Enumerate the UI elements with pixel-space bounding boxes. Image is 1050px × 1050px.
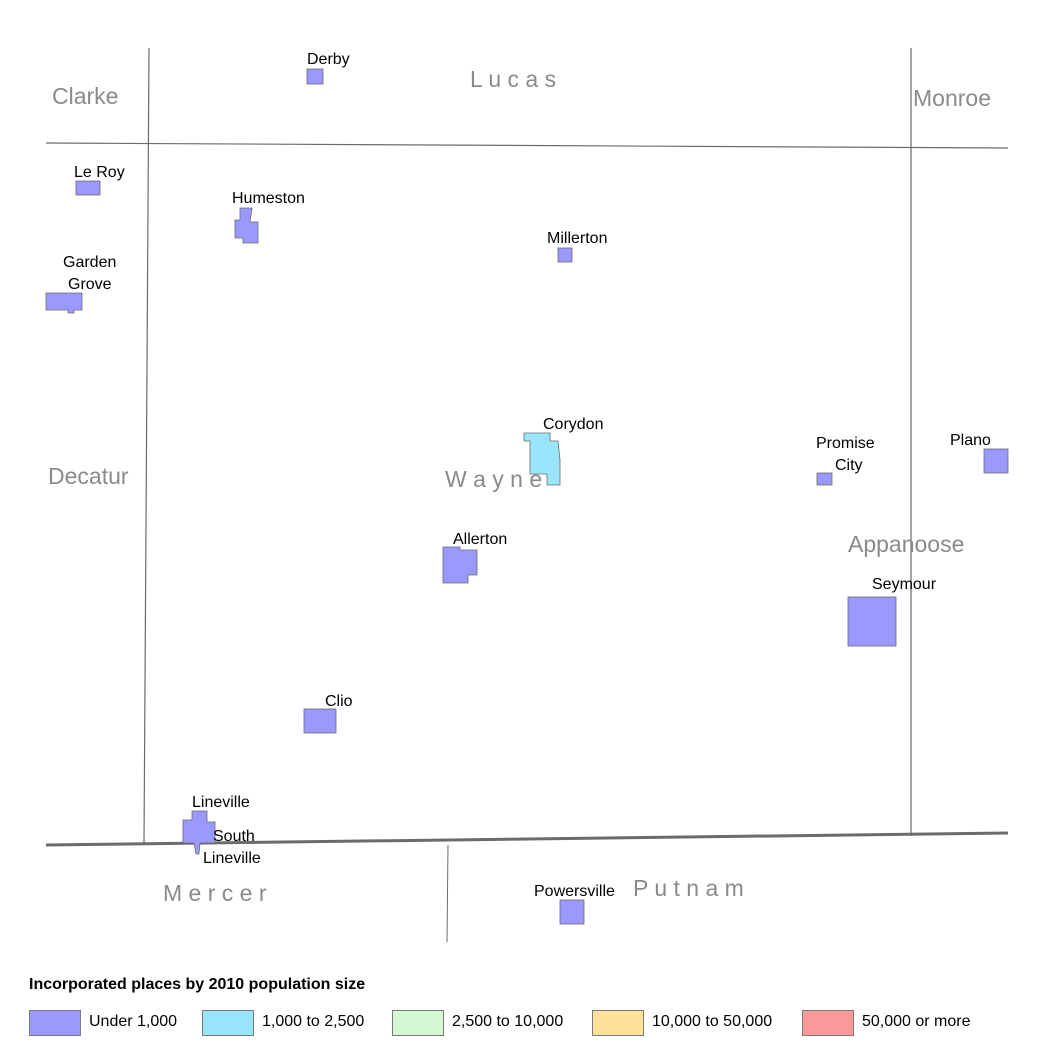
place-label-allerton: Allerton — [453, 531, 507, 548]
place-label-promise: Promise — [816, 435, 875, 452]
legend-swatch — [392, 1010, 444, 1036]
place-label-lineville: Lineville — [192, 794, 250, 811]
county-label-wayne: W a y n e — [445, 466, 542, 492]
place-label-seymour: Seymour — [872, 576, 937, 593]
place-label-south-lineville: Lineville — [203, 850, 261, 867]
place-label-corydon: Corydon — [543, 416, 603, 433]
place-seymour-shape — [847, 596, 897, 647]
place-label-humeston: Humeston — [232, 190, 305, 207]
legend-label: 2,500 to 10,000 — [452, 1013, 564, 1030]
boundary-wayne-west — [143, 47, 150, 844]
place-clio-shape — [303, 708, 337, 734]
place-derby-shape — [306, 68, 324, 85]
county-label-appanoose: Appanoose — [848, 531, 964, 557]
legend-label: 10,000 to 50,000 — [652, 1013, 773, 1030]
place-label-city: City — [835, 457, 863, 474]
county-label-lucas: L u c a s — [470, 66, 556, 92]
legend-label: 50,000 or more — [862, 1013, 971, 1030]
place-label-grove: Grove — [68, 276, 112, 293]
legend-swatch — [592, 1010, 644, 1036]
legend-title: Incorporated places by 2010 population s… — [29, 976, 366, 993]
legend-label: Under 1,000 — [89, 1013, 178, 1030]
legend-swatch — [802, 1010, 854, 1036]
place-label-le-roy: Le Roy — [74, 164, 125, 181]
place-label-plano: Plano — [950, 432, 991, 449]
legend-swatch — [29, 1010, 81, 1036]
place-allerton-shape — [442, 546, 478, 584]
place-label-clio: Clio — [325, 693, 353, 710]
place-humeston-shape — [234, 207, 259, 244]
place-label-south: South — [213, 828, 255, 845]
place-label-powersville: Powersville — [534, 883, 615, 900]
place-label-garden: Garden — [63, 254, 116, 271]
place-labels: Derby Le Roy Humeston Millerton Garden G… — [63, 51, 991, 900]
place-garden-grove-shape — [45, 292, 83, 314]
legend-swatch — [202, 1010, 254, 1036]
place-plano-shape — [983, 448, 1009, 474]
place-le-roy-shape — [75, 180, 101, 196]
boundary-wayne-north — [45, 142, 1009, 149]
places — [45, 68, 1009, 925]
county-label-putnam: P u t n a m — [633, 875, 744, 901]
boundary-mercer-putnam — [446, 844, 449, 943]
county-label-decatur: Decatur — [48, 463, 129, 489]
county-label-clarke: Clarke — [52, 83, 118, 109]
place-lineville-shape — [182, 810, 216, 855]
legend-label: 1,000 to 2,500 — [262, 1013, 365, 1030]
place-label-millerton: Millerton — [547, 230, 607, 247]
place-label-derby: Derby — [307, 51, 350, 68]
place-promise-city-shape — [816, 472, 833, 486]
county-boundaries — [45, 47, 1009, 943]
county-labels: Clarke L u c a s Monroe Decatur W a y n … — [48, 66, 991, 906]
place-corydon-shape — [523, 432, 561, 486]
place-powersville-shape — [559, 899, 585, 925]
county-label-mercer: M e r c e r — [163, 880, 267, 906]
county-label-monroe: Monroe — [913, 85, 991, 111]
place-millerton-shape — [557, 247, 573, 263]
